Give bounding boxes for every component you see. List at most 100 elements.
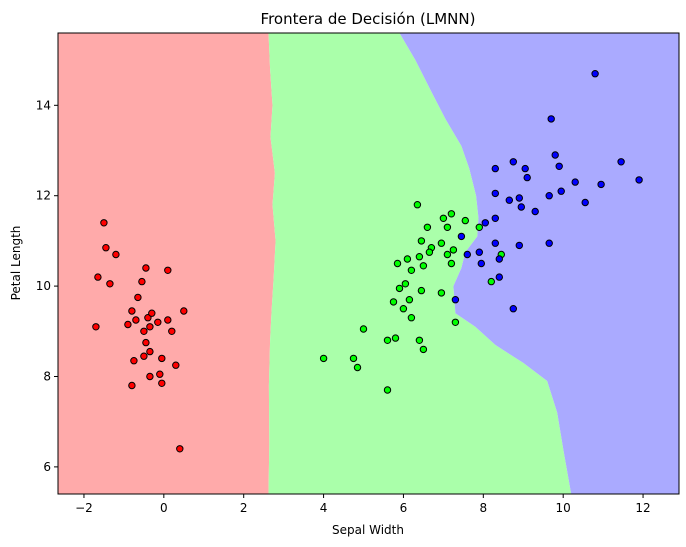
data-point-class-2 <box>547 115 555 123</box>
data-point-class-1 <box>443 250 452 259</box>
data-point-class-0 <box>164 266 172 274</box>
scatter-points <box>92 70 643 453</box>
data-point-class-1 <box>487 277 495 286</box>
x-tick-label: 0 <box>160 501 168 515</box>
data-point-class-1 <box>443 223 452 232</box>
data-point-class-0 <box>102 244 110 252</box>
data-point-class-1 <box>415 253 424 261</box>
data-point-class-0 <box>140 352 148 360</box>
data-point-class-1 <box>413 201 422 209</box>
y-axis: 6 8 10 12 14 <box>36 98 58 474</box>
data-point-class-0 <box>146 347 154 356</box>
y-axis-label: Petal Length <box>9 226 23 301</box>
x-tick-label: 10 <box>556 501 571 515</box>
data-point-class-0 <box>92 323 100 331</box>
data-point-class-0 <box>146 372 154 381</box>
data-point-class-2 <box>491 214 499 223</box>
data-point-class-1 <box>395 284 404 293</box>
data-point-class-2 <box>451 296 460 304</box>
data-point-class-0 <box>106 280 114 288</box>
data-point-class-2 <box>597 180 605 189</box>
data-point-class-0 <box>112 250 120 259</box>
x-axis: −2 0 2 4 6 8 10 12 <box>75 494 651 515</box>
data-point-class-2 <box>491 189 499 198</box>
data-point-class-0 <box>100 219 108 227</box>
data-point-class-0 <box>138 277 146 286</box>
data-point-class-2 <box>557 187 565 195</box>
chart-title: Frontera de Decisión (LMNN) <box>261 10 476 28</box>
data-point-class-2 <box>591 70 599 78</box>
data-point-class-1 <box>419 262 428 270</box>
data-point-class-2 <box>571 178 579 186</box>
data-point-class-2 <box>515 241 523 250</box>
region-class-0 <box>58 33 276 494</box>
data-point-class-2 <box>475 248 483 256</box>
data-point-class-0 <box>128 381 136 390</box>
data-point-class-0 <box>146 323 154 331</box>
data-point-class-1 <box>451 318 460 326</box>
decision-regions <box>58 33 679 494</box>
data-point-class-2 <box>463 250 471 259</box>
y-tick-label: 10 <box>36 279 51 293</box>
plot-frame <box>57 32 680 495</box>
data-point-class-1 <box>383 386 392 394</box>
data-point-class-1 <box>423 223 432 232</box>
x-tick-label: 2 <box>240 501 248 515</box>
data-point-class-2 <box>545 192 553 200</box>
data-point-class-2 <box>517 203 525 211</box>
data-point-class-1 <box>359 325 368 333</box>
y-tick-label: 14 <box>36 98 51 112</box>
data-point-class-1 <box>417 286 426 295</box>
data-point-class-1 <box>437 289 446 297</box>
x-tick-label: 4 <box>320 501 328 515</box>
data-point-class-2 <box>617 158 625 166</box>
data-point-class-2 <box>491 164 499 173</box>
data-point-class-1 <box>419 345 428 354</box>
data-point-class-2 <box>555 162 563 171</box>
data-point-class-2 <box>491 239 499 247</box>
data-point-class-0 <box>142 338 150 347</box>
data-point-class-2 <box>495 255 503 263</box>
y-tick-label: 8 <box>43 369 51 383</box>
data-point-class-1 <box>383 336 392 344</box>
region-class-1 <box>268 33 572 494</box>
data-point-class-0 <box>164 316 172 324</box>
data-point-class-0 <box>132 316 140 324</box>
data-point-class-1 <box>393 259 402 268</box>
data-point-class-1 <box>353 363 362 372</box>
data-point-class-2 <box>523 173 531 182</box>
data-point-class-1 <box>447 259 456 268</box>
data-point-class-0 <box>140 327 148 335</box>
x-tick-label: 6 <box>400 501 408 515</box>
data-point-class-2 <box>509 158 517 166</box>
y-tick-label: 12 <box>36 189 51 203</box>
data-point-class-0 <box>148 309 156 317</box>
data-point-class-2 <box>481 219 489 227</box>
region-class-2 <box>399 33 679 494</box>
data-point-class-2 <box>581 198 589 207</box>
data-point-class-1 <box>391 334 400 342</box>
data-point-class-0 <box>180 307 188 315</box>
data-point-class-2 <box>515 194 523 202</box>
data-point-class-0 <box>158 379 166 387</box>
data-point-class-1 <box>407 266 416 274</box>
x-tick-label: 8 <box>479 501 487 515</box>
data-point-class-1 <box>407 314 416 322</box>
data-point-class-0 <box>142 264 150 272</box>
data-point-class-1 <box>475 223 483 232</box>
data-point-class-1 <box>405 296 414 304</box>
data-point-class-1 <box>403 255 412 263</box>
data-point-class-0 <box>156 370 164 378</box>
data-point-class-1 <box>401 280 410 288</box>
data-point-class-2 <box>635 176 643 184</box>
data-point-class-1 <box>417 237 426 245</box>
data-point-class-0 <box>172 361 180 369</box>
data-point-class-0 <box>124 320 132 329</box>
x-axis-label: Sepal Width <box>332 523 404 537</box>
x-tick-label: −2 <box>75 501 93 515</box>
data-point-class-0 <box>158 354 166 363</box>
data-point-class-0 <box>130 357 138 365</box>
x-tick-label: 12 <box>635 501 650 515</box>
y-tick-label: 6 <box>43 460 51 474</box>
